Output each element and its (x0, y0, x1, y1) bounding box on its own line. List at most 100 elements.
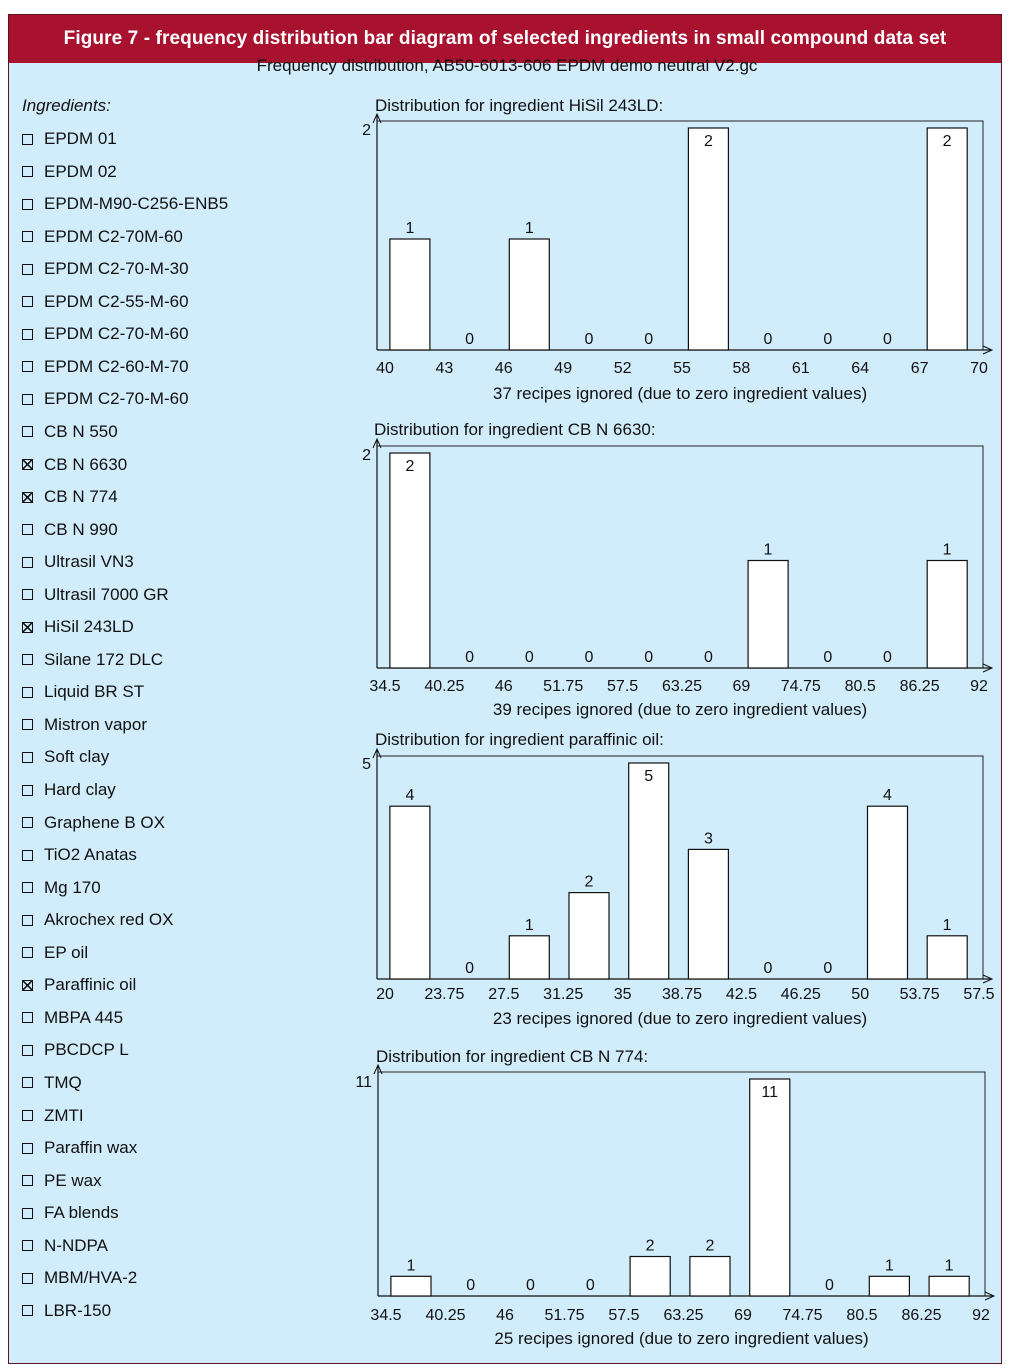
bar-value-label: 2 (585, 874, 594, 891)
checkbox-unchecked-icon[interactable] (22, 328, 33, 340)
ingredient-item[interactable]: N-NDPA (22, 1234, 108, 1258)
ingredient-item[interactable]: Mg 170 (22, 876, 101, 900)
x-tick-label: 86.25 (901, 1307, 941, 1324)
checkbox-unchecked-icon[interactable] (22, 133, 33, 145)
checkbox-unchecked-icon[interactable] (22, 947, 33, 959)
bar-value-label: 2 (646, 1238, 655, 1255)
checkbox-unchecked-icon[interactable] (22, 263, 33, 275)
bar-value-label: 0 (644, 649, 653, 666)
checkbox-checked-icon[interactable] (22, 621, 33, 633)
x-tick-label: 55 (673, 360, 691, 377)
ingredient-item[interactable]: EPDM C2-55-M-60 (22, 290, 189, 314)
ingredient-label: Soft clay (44, 747, 110, 767)
ingredient-item[interactable]: EPDM C2-60-M-70 (22, 355, 189, 379)
ingredient-item[interactable]: Paraffin wax (22, 1136, 137, 1160)
x-tick-label: 42.5 (726, 986, 757, 1003)
x-tick-label: 31.25 (543, 986, 583, 1003)
checkbox-unchecked-icon[interactable] (22, 719, 33, 731)
ingredient-item[interactable]: EPDM C2-70-M-60 (22, 387, 189, 411)
bar-value-label: 0 (525, 649, 534, 666)
bar (687, 848, 730, 980)
ingredient-item[interactable]: PE wax (22, 1169, 102, 1193)
checkbox-unchecked-icon[interactable] (22, 1207, 33, 1219)
ingredient-item[interactable]: Paraffinic oil (22, 973, 136, 997)
ingredient-item[interactable]: CB N 550 (22, 420, 118, 444)
ingredient-item[interactable]: Graphene B OX (22, 811, 165, 835)
checkbox-checked-icon[interactable] (22, 979, 33, 991)
bar-value-label: 0 (825, 1277, 834, 1294)
checkbox-unchecked-icon[interactable] (22, 556, 33, 568)
ingredient-item[interactable]: Akrochex red OX (22, 908, 173, 932)
ingredient-item[interactable]: CB N 990 (22, 518, 118, 542)
ingredient-item[interactable]: TMQ (22, 1071, 82, 1095)
checkbox-unchecked-icon[interactable] (22, 1077, 33, 1089)
x-tick-label: 69 (734, 1307, 752, 1324)
x-tick-label: 67 (911, 360, 929, 377)
ingredient-item[interactable]: EPDM 02 (22, 160, 117, 184)
ingredient-item[interactable]: EPDM C2-70-M-60 (22, 322, 189, 346)
bar-value-label: 0 (823, 649, 832, 666)
checkbox-unchecked-icon[interactable] (22, 426, 33, 438)
checkbox-unchecked-icon[interactable] (22, 1305, 33, 1317)
checkbox-unchecked-icon[interactable] (22, 589, 33, 601)
ingredient-item[interactable]: CB N 6630 (22, 453, 127, 477)
checkbox-unchecked-icon[interactable] (22, 784, 33, 796)
ingredient-item[interactable]: Hard clay (22, 778, 116, 802)
ingredient-item[interactable]: EPDM C2-70-M-30 (22, 257, 189, 281)
ingredient-item[interactable]: Liquid BR ST (22, 680, 144, 704)
checkbox-unchecked-icon[interactable] (22, 231, 33, 243)
ingredient-item[interactable]: Ultrasil VN3 (22, 550, 134, 574)
checkbox-unchecked-icon[interactable] (22, 1044, 33, 1056)
checkbox-unchecked-icon[interactable] (22, 817, 33, 829)
ingredient-item[interactable]: EPDM-M90-C256-ENB5 (22, 192, 228, 216)
checkbox-unchecked-icon[interactable] (22, 361, 33, 373)
checkbox-unchecked-icon[interactable] (22, 393, 33, 405)
ingredient-item[interactable]: MBM/HVA-2 (22, 1266, 137, 1290)
ingredient-item[interactable]: EPDM 01 (22, 127, 117, 151)
y-max-label: 5 (362, 756, 371, 773)
ingredient-item[interactable]: Soft clay (22, 745, 109, 769)
checkbox-unchecked-icon[interactable] (22, 166, 33, 178)
checkbox-unchecked-icon[interactable] (22, 1272, 33, 1284)
ingredient-item[interactable]: EPDM C2-70M-60 (22, 225, 183, 249)
ingredient-item[interactable]: PBCDCP L (22, 1038, 129, 1062)
bar (389, 805, 431, 980)
checkbox-unchecked-icon[interactable] (22, 882, 33, 894)
checkbox-unchecked-icon[interactable] (22, 1012, 33, 1024)
checkbox-unchecked-icon[interactable] (22, 296, 33, 308)
bar (928, 1275, 970, 1297)
ingredient-item[interactable]: Ultrasil 7000 GR (22, 583, 169, 607)
checkbox-unchecked-icon[interactable] (22, 914, 33, 926)
ingredient-item[interactable]: CB N 774 (22, 485, 118, 509)
ingredient-item[interactable]: ZMTI (22, 1104, 84, 1128)
checkbox-unchecked-icon[interactable] (22, 654, 33, 666)
checkbox-checked-icon[interactable] (22, 459, 33, 470)
checkbox-unchecked-icon[interactable] (22, 751, 33, 763)
ingredient-item[interactable]: Mistron vapor (22, 713, 147, 737)
x-tick-label: 38.75 (662, 986, 702, 1003)
x-tick-label: 92 (970, 678, 988, 695)
ingredient-item[interactable]: Silane 172 DLC (22, 648, 163, 672)
checkbox-unchecked-icon[interactable] (22, 686, 33, 698)
checkbox-unchecked-icon[interactable] (22, 198, 33, 210)
ingredient-item[interactable]: TiO2 Anatas (22, 843, 137, 867)
bar-value-label: 1 (405, 220, 414, 237)
x-tick-label: 40.25 (424, 678, 464, 695)
bar-value-label: 4 (883, 787, 892, 804)
ingredient-item[interactable]: EP oil (22, 941, 88, 965)
bar-value-label: 0 (823, 331, 832, 348)
ingredient-item[interactable]: FA blends (22, 1201, 119, 1225)
bar-value-label: 2 (704, 133, 713, 150)
checkbox-unchecked-icon[interactable] (22, 1240, 33, 1252)
checkbox-unchecked-icon[interactable] (22, 1142, 33, 1154)
ingredient-item[interactable]: MBPA 445 (22, 1006, 123, 1030)
x-tick-label: 52 (614, 360, 632, 377)
x-tick-label: 61 (792, 360, 810, 377)
checkbox-unchecked-icon[interactable] (22, 849, 33, 861)
ingredient-item[interactable]: LBR-150 (22, 1299, 111, 1323)
checkbox-unchecked-icon[interactable] (22, 1110, 33, 1121)
checkbox-unchecked-icon[interactable] (22, 524, 33, 536)
checkbox-checked-icon[interactable] (22, 491, 33, 503)
ingredient-item[interactable]: HiSil 243LD (22, 615, 134, 639)
checkbox-unchecked-icon[interactable] (22, 1175, 33, 1187)
